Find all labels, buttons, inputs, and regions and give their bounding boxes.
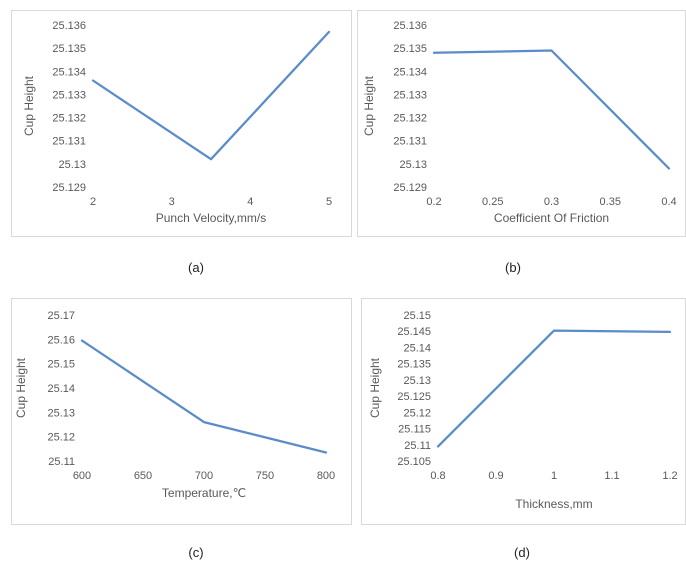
caption-d: (d): [514, 545, 530, 560]
y-tick-label-a: 25.132: [52, 113, 86, 125]
y-tick-label-d: 25.15: [403, 310, 431, 322]
y-tick-label-d: 25.14: [403, 342, 431, 354]
y-tick-label-c: 25.15: [47, 359, 75, 371]
y-tick-label-d: 25.115: [398, 424, 431, 436]
x-axis-title-b: Coefficient Of Friction: [494, 211, 609, 225]
y-tick-label-b: 25.136: [393, 20, 427, 32]
series-line-c: [80, 339, 328, 454]
y-tick-label-d: 25.12: [403, 407, 431, 419]
y-tick-label-c: 25.12: [47, 432, 75, 444]
x-axis-title-c: Temperature,℃: [162, 486, 246, 500]
y-tick-label-b: 25.134: [393, 66, 427, 78]
y-tick-label-b: 25.133: [393, 89, 427, 101]
x-tick-label-c: 750: [256, 470, 274, 482]
caption-b: (b): [505, 260, 521, 275]
y-tick-label-d: 25.13: [403, 375, 431, 387]
y-tick-label-c: 25.11: [48, 456, 75, 468]
y-tick-label-c: 25.17: [47, 310, 75, 322]
y-tick-label-a: 25.133: [52, 89, 86, 101]
series-line-d: [436, 329, 672, 448]
y-tick-label-c: 25.16: [47, 334, 75, 346]
x-tick-label-a: 5: [326, 196, 332, 208]
chart-panel-a: 25.129 25.13 25.131 25.132 25.133 25.134 25.13…: [11, 10, 352, 237]
y-tick-label-a: 25.131: [52, 136, 86, 148]
x-tick-label-c: 650: [134, 470, 152, 482]
x-tick-label-c: 800: [317, 470, 335, 482]
y-axis-title-d: Cup Height: [368, 357, 382, 418]
y-tick-label-b: 25.135: [393, 43, 427, 55]
y-tick-label-b: 25.132: [393, 113, 427, 125]
x-tick-label-d: 0.9: [488, 470, 503, 482]
y-tick-label-b: 25.131: [393, 136, 427, 148]
y-tick-label-a: 25.136: [52, 20, 86, 32]
x-tick-label-b: 0.35: [600, 196, 621, 208]
x-tick-label-d: 1: [551, 470, 557, 482]
x-tick-label-b: 0.25: [482, 196, 503, 208]
y-axis-title-b: Cup Height: [362, 75, 376, 136]
x-tick-label-d: 1.1: [604, 470, 619, 482]
x-tick-label-a: 4: [247, 196, 253, 208]
x-tick-label-a: 3: [169, 196, 175, 208]
y-axis-title-a: Cup Height: [22, 75, 36, 136]
chart-svg-a: 25.129 25.13 25.131 25.132 25.133 25.134 25.13…: [22, 20, 332, 225]
caption-c: (c): [188, 545, 204, 560]
x-tick-label-a: 2: [90, 196, 96, 208]
y-tick-label-c: 25.13: [47, 407, 75, 419]
series-line-a: [91, 30, 331, 161]
chart-svg-b: 25.129 25.13 25.131 25.132 25.133 25.134 25.13…: [362, 20, 677, 225]
x-axis-title-a: Punch Velocity,mm/s: [156, 211, 266, 225]
y-tick-label-d: 25.105: [397, 456, 431, 468]
series-line-b: [432, 49, 671, 170]
chart-panel-d: 25.105 25.11 25.115 25.12 25.125 25.13 25.135 2…: [361, 298, 686, 525]
y-axis-title-c: Cup Height: [14, 357, 28, 418]
x-axis-title-d: Thickness,mm: [515, 497, 592, 511]
y-tick-label-a: 25.135: [52, 43, 86, 55]
x-tick-label-b: 0.2: [426, 196, 441, 208]
y-tick-label-d: 25.125: [397, 391, 431, 403]
x-tick-label-c: 600: [73, 470, 91, 482]
x-tick-label-c: 700: [195, 470, 213, 482]
y-tick-label-d: 25.135: [397, 359, 431, 371]
y-tick-label-d: 25.145: [397, 326, 431, 338]
x-tick-label-d: 0.8: [430, 470, 445, 482]
x-tick-label-b: 0.3: [544, 196, 559, 208]
x-tick-label-d: 1.2: [662, 470, 677, 482]
y-tick-label-a: 25.134: [52, 66, 86, 78]
chart-svg-d: 25.105 25.11 25.115 25.12 25.125 25.13 25.135 2…: [368, 310, 678, 511]
y-tick-label-c: 25.14: [47, 383, 75, 395]
y-tick-label-b: 25.13: [399, 159, 427, 171]
y-tick-label-b: 25.129: [393, 182, 427, 194]
y-tick-label-a: 25.13: [58, 159, 86, 171]
chart-panel-b: 25.129 25.13 25.131 25.132 25.133 25.134 25.13…: [357, 10, 686, 237]
y-tick-label-d: 25.11: [404, 440, 431, 452]
chart-panel-c: 25.11 25.12 25.13 25.14 25.15 25.16 25.17 600 65…: [11, 298, 352, 525]
y-tick-label-a: 25.129: [52, 182, 86, 194]
chart-svg-c: 25.11 25.12 25.13 25.14 25.15 25.16 25.17 600 65…: [14, 310, 335, 500]
x-tick-label-b: 0.4: [661, 196, 676, 208]
caption-a: (a): [188, 260, 204, 275]
